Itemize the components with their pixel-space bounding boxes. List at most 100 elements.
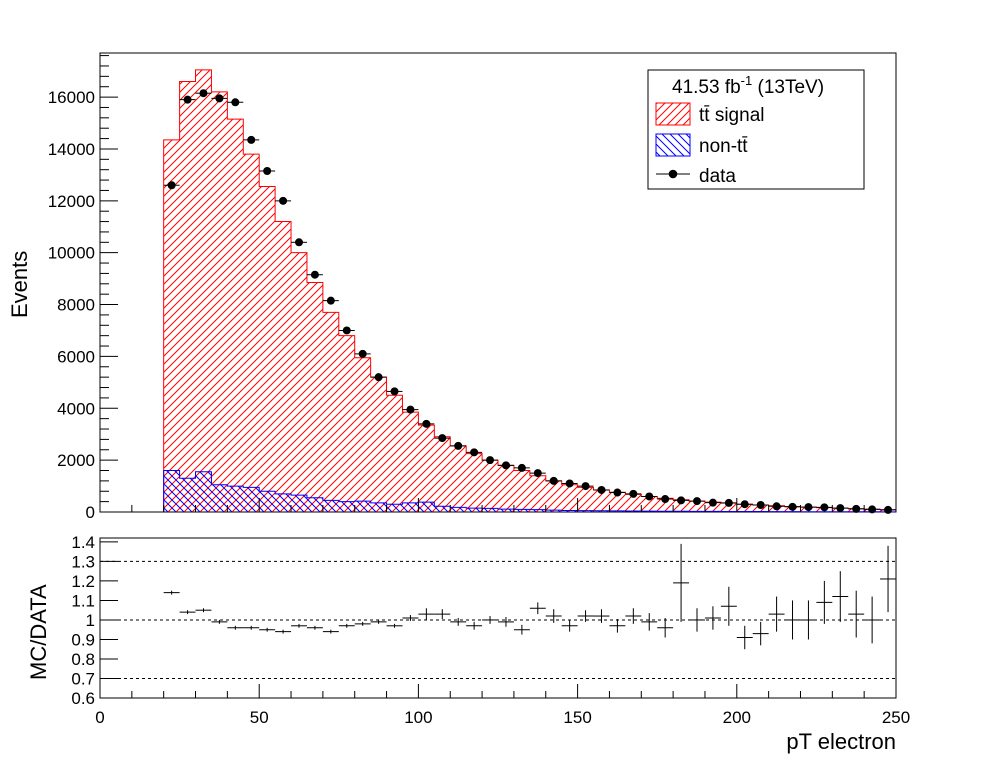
background-bar: [561, 510, 578, 512]
background-bar: [545, 510, 562, 512]
signal-bar: [513, 470, 530, 512]
legend-swatch-data-marker: [668, 169, 678, 179]
signal-bar: [593, 489, 610, 512]
data-point: [486, 456, 495, 465]
signal-bar: [561, 484, 578, 512]
background-bar: [386, 504, 403, 512]
signal-bar: [625, 494, 642, 512]
data-point: [247, 135, 256, 144]
ratio-y-tick-label: 1: [86, 611, 95, 630]
data-point: [422, 419, 431, 428]
data-point: [677, 496, 686, 505]
background-bar: [243, 487, 260, 512]
legend-label-signal: tt̄ signal: [699, 105, 764, 126]
data-point: [708, 498, 717, 507]
signal-bar: [386, 395, 403, 512]
data-point: [167, 181, 176, 190]
signal-bar: [322, 312, 339, 512]
background-outline: [163, 470, 897, 513]
background-bar: [163, 470, 180, 512]
signal-bar: [402, 412, 419, 512]
signal-bar: [450, 445, 467, 512]
signal-bar: [482, 460, 498, 512]
signal-bar: [291, 252, 307, 512]
data-point: [581, 482, 590, 491]
signal-bar: [227, 119, 244, 512]
data-point: [279, 196, 288, 205]
background-bar: [211, 484, 228, 512]
data-point: [533, 469, 542, 478]
top-y-axis-title: Events: [7, 251, 32, 318]
background-bar: [434, 506, 451, 512]
signal-bar: [275, 221, 292, 512]
legend-swatch-signal: [655, 102, 691, 126]
y-tick-label: 4000: [57, 399, 95, 418]
background-bar: [577, 510, 594, 512]
background-bar: [402, 502, 419, 512]
ratio-y-tick-label: 0.6: [71, 689, 95, 708]
ratio-y-axis-title: MC/DATA: [26, 584, 51, 680]
signal-bar: [673, 499, 690, 512]
data-point: [661, 495, 670, 504]
data-point: [884, 505, 893, 514]
signal-bar: [243, 154, 260, 512]
y-tick-label: 12000: [48, 192, 95, 211]
legend-label-background: non-tt̄: [699, 136, 748, 157]
legend-swatch-background: [655, 133, 691, 157]
legend-luminosity-energy: (13TeV): [752, 77, 824, 98]
data-point: [645, 492, 654, 501]
background-bar: [227, 486, 244, 512]
legend-luminosity-value: 41.53 fb: [672, 77, 741, 98]
data-point: [565, 479, 574, 488]
ratio-x-tick-label: 50: [250, 708, 269, 727]
data-point: [374, 373, 383, 382]
signal-bar: [338, 335, 355, 512]
background-bar: [370, 502, 387, 512]
signal-bar: [418, 425, 435, 512]
background-bar: [450, 507, 467, 512]
top-x-axis: [99, 498, 897, 512]
signal-bar: [211, 91, 228, 512]
y-tick-label: 8000: [57, 296, 95, 315]
top-data-points: [163, 89, 896, 514]
signal-bar: [179, 81, 196, 512]
data-point: [756, 500, 765, 509]
data-point: [183, 95, 192, 104]
y-tick-label: 10000: [48, 244, 95, 263]
data-point: [342, 326, 351, 335]
data-point: [788, 502, 797, 511]
background-bar: [593, 510, 610, 512]
ratio-points: [163, 543, 896, 650]
data-point: [629, 489, 638, 498]
signal-bar: [689, 501, 705, 512]
ratio-x-tick-label: 250: [882, 708, 910, 727]
data-point: [693, 497, 701, 506]
background-bar: [275, 493, 292, 512]
ratio-y-tick-label: 0.8: [71, 650, 95, 669]
legend-box: [647, 69, 865, 190]
background-bar: [195, 471, 212, 512]
data-point: [438, 434, 447, 443]
signal-bar: [370, 377, 387, 512]
data-point: [295, 238, 303, 247]
data-point: [804, 503, 813, 512]
background-bar: [322, 500, 339, 512]
y-tick-label: 0: [86, 503, 95, 522]
data-point: [231, 98, 240, 107]
y-tick-label: 6000: [57, 347, 95, 366]
background-bar: [625, 510, 642, 512]
ratio-x-axis-title: pT electron: [786, 729, 896, 754]
data-point: [613, 488, 622, 497]
background-bar: [354, 501, 371, 512]
data-point: [406, 405, 415, 414]
data-point: [868, 505, 877, 514]
data-point: [310, 270, 319, 279]
ratio-x-tick-label: 150: [563, 708, 591, 727]
data-point: [501, 461, 510, 470]
background-bar: [529, 509, 546, 512]
signal-bar: [577, 487, 594, 512]
signal-bar: [704, 502, 721, 512]
signal-bar: [609, 492, 626, 512]
